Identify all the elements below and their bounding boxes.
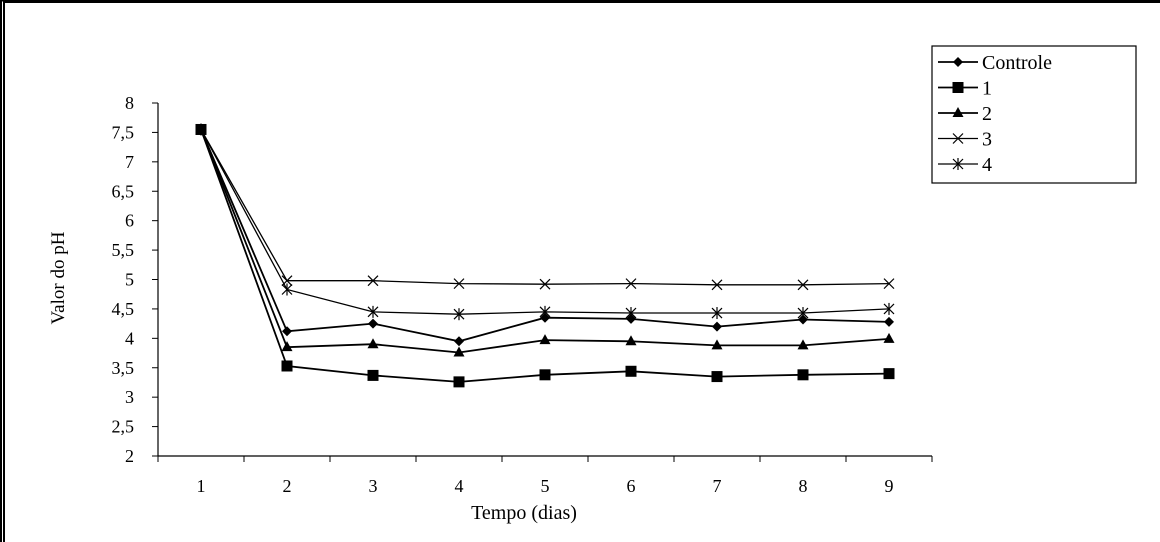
legend-item: 1 (938, 78, 992, 100)
y-tick-label: 4 (125, 328, 134, 348)
data-point-3 (797, 279, 809, 291)
legend-item: 2 (938, 103, 992, 125)
data-point-3 (625, 278, 637, 290)
x-tick-label: 2 (283, 476, 292, 496)
legend-item: Controle (938, 52, 1052, 74)
legend-label: 2 (982, 103, 992, 125)
legend-marker (952, 158, 964, 170)
y-tick-label: 5 (125, 270, 134, 290)
data-point-1 (883, 368, 895, 380)
x-tick-label: 1 (197, 476, 206, 496)
data-point-2 (453, 346, 465, 357)
y-tick-label: 6 (125, 211, 134, 231)
series-line-4 (200, 129, 890, 315)
y-tick-label: 4,5 (112, 299, 135, 319)
x-tick-label: 9 (885, 476, 894, 496)
data-point-2 (539, 334, 551, 345)
data-point-2 (711, 339, 723, 350)
data-point-1 (281, 360, 293, 372)
x-tick-label: 3 (369, 476, 378, 496)
data-point-controle (884, 316, 894, 327)
data-point-3 (367, 275, 379, 287)
x-axis-title: Tempo (dias) (471, 502, 577, 524)
data-point-1 (625, 365, 637, 377)
data-point-2 (281, 341, 293, 352)
data-point-4 (453, 308, 465, 321)
x-tick-label: 7 (713, 476, 722, 496)
y-tick-label: 6,5 (112, 181, 135, 201)
data-point-4 (539, 305, 551, 318)
data-point-4 (797, 307, 809, 320)
data-point-2 (625, 335, 637, 346)
legend-label: Controle (982, 52, 1052, 74)
legend-item: 4 (938, 154, 992, 176)
data-point-4 (625, 307, 637, 320)
data-point-1 (797, 369, 809, 381)
data-point-controle (798, 314, 808, 325)
y-tick-label: 5,5 (112, 240, 135, 260)
data-point-controle (282, 326, 292, 337)
data-point-1 (453, 376, 465, 388)
data-point-3 (453, 278, 465, 290)
legend-item: 3 (938, 129, 992, 151)
x-tick-label: 6 (627, 476, 636, 496)
data-point-4 (281, 283, 293, 296)
y-tick-label: 8 (125, 93, 134, 113)
y-tick-label: 7,5 (112, 122, 135, 142)
data-point-3 (711, 279, 723, 291)
data-point-2 (883, 332, 895, 343)
data-point-2 (367, 338, 379, 349)
data-point-3 (539, 278, 551, 290)
legend-label: 3 (982, 129, 992, 151)
x-tick-label: 5 (541, 476, 550, 496)
legend-box (931, 45, 1137, 184)
data-point-3 (883, 278, 895, 290)
series-line-3 (200, 129, 890, 286)
data-point-controle (454, 336, 464, 347)
data-point-1 (539, 369, 551, 381)
data-point-1 (711, 371, 723, 383)
legend-marker (952, 133, 964, 144)
data-point-controle (712, 321, 722, 332)
data-point-4 (367, 305, 379, 318)
y-tick-label: 3,5 (112, 358, 135, 378)
y-tick-label: 2 (125, 446, 134, 466)
legend-label: 4 (982, 154, 992, 176)
legend-label: 1 (982, 78, 992, 100)
x-tick-label: 8 (799, 476, 808, 496)
legend-marker (953, 57, 963, 67)
series-markers (195, 123, 895, 388)
y-tick-label: 2,5 (112, 417, 135, 437)
legend-marker (952, 82, 964, 93)
data-point-4 (195, 123, 207, 136)
legend: Controle 1 2 3 4 (931, 45, 1137, 184)
data-point-2 (797, 339, 809, 350)
data-point-4 (883, 302, 895, 315)
data-point-3 (281, 275, 293, 287)
legend-marker (952, 107, 964, 117)
y-tick-label: 7 (125, 152, 134, 172)
y-tick-label: 3 (125, 387, 134, 407)
data-point-4 (711, 307, 723, 320)
x-tick-label: 4 (455, 476, 464, 496)
data-point-controle (368, 318, 378, 329)
data-point-1 (367, 369, 379, 381)
axes: 2 2,5 3 3,5 4 4,5 5 5,5 6 6,5 7 7,5 8 1 2 3 4 5 6 7 8 9 (112, 93, 933, 496)
y-axis-title: Valor do pH (48, 231, 69, 324)
